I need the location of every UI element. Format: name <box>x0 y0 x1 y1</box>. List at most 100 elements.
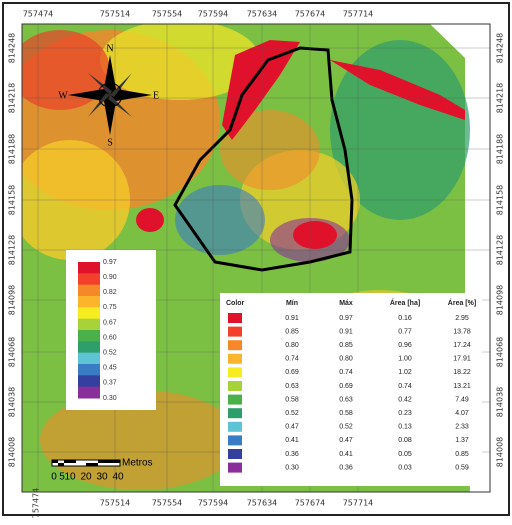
y-coord-label: 814158 <box>496 185 505 216</box>
table-cell: 0.91 <box>285 315 299 322</box>
table-cell: 0.47 <box>339 437 353 444</box>
table-swatch <box>228 367 242 378</box>
legend-label: 0.75 <box>103 304 117 311</box>
table-swatch <box>228 462 242 473</box>
compass-label: E <box>153 90 159 101</box>
scale-label: 5 <box>59 472 65 483</box>
x-coord-label: 757554 <box>152 10 183 19</box>
legend-swatch <box>78 296 100 308</box>
table-swatch <box>228 449 242 459</box>
table-cell: 0.69 <box>285 369 299 376</box>
x-coord-label: 757714 <box>343 499 374 508</box>
table-cell: 0.30 <box>285 464 299 471</box>
y-coord-label: 814158 <box>8 185 17 216</box>
y-coord-label: 814098 <box>8 285 17 316</box>
x-coord-label: 757674 <box>295 10 326 19</box>
table-cell: 0.96 <box>398 342 412 349</box>
scale-label: 0 <box>51 472 57 483</box>
table-swatch <box>228 340 242 351</box>
y-coord-label: 814218 <box>8 83 17 114</box>
x-coord-label: 757674 <box>295 499 326 508</box>
table-cell: 17.24 <box>453 342 471 349</box>
table-cell: 0.23 <box>398 410 412 417</box>
x-coord-label: 757634 <box>247 10 278 19</box>
y-coord-label: 814128 <box>8 235 17 266</box>
x-coord-label: 757634 <box>247 499 278 508</box>
x-coord-label: 757554 <box>152 499 183 508</box>
y-coord-label: 814008 <box>496 437 505 468</box>
table-swatch <box>228 394 242 405</box>
table-cell: 13.21 <box>453 383 471 390</box>
table-cell: 4.07 <box>455 410 469 417</box>
scale-label: 10 <box>64 472 76 483</box>
compass-label: N <box>106 43 113 54</box>
table-cell: 0.74 <box>339 369 353 376</box>
table-cell: 1.37 <box>455 437 469 444</box>
legend-swatch <box>78 375 100 388</box>
x-coord-label: 757714 <box>343 10 374 19</box>
legend-swatch <box>78 273 100 286</box>
table-cell: 7.49 <box>455 396 469 403</box>
table-cell: 13.78 <box>453 328 471 335</box>
legend-label: 0.37 <box>103 380 117 387</box>
legend-swatch <box>78 330 100 342</box>
table-cell: 0.74 <box>398 383 412 390</box>
legend-label: 0.30 <box>103 395 117 402</box>
table-cell: 0.80 <box>285 342 299 349</box>
table-cell: 1.02 <box>398 369 412 376</box>
table-cell: 2.33 <box>455 424 469 431</box>
y-coord-label: 814038 <box>496 387 505 418</box>
table-cell: 0.77 <box>398 328 412 335</box>
legend-swatch <box>78 307 100 320</box>
table-cell: 1.00 <box>398 356 412 363</box>
table-cell: 0.74 <box>285 356 299 363</box>
scale-label: 30 <box>96 472 108 483</box>
legend-label: 0.97 <box>103 259 117 266</box>
table-swatch <box>228 435 242 446</box>
area-table: Color Mín Máx Área [ha] Área [%] 0.91 0.97 0.16… <box>226 298 476 473</box>
legend-label: 0.67 <box>103 319 117 326</box>
table-cell: 0.63 <box>339 396 353 403</box>
x-coord-label: 757514 <box>100 499 131 508</box>
x-coord-label: 757474 <box>32 488 41 519</box>
table-swatch <box>228 353 242 364</box>
compass-label: W <box>58 90 68 101</box>
table-cell: 0.69 <box>339 383 353 390</box>
legend-swatch <box>78 318 100 331</box>
table-swatch <box>228 313 242 323</box>
table-cell: 0.52 <box>285 410 299 417</box>
map-frame <box>21 23 491 493</box>
legend-swatch <box>78 284 100 297</box>
y-coord-label: 814128 <box>496 235 505 266</box>
table-swatch <box>228 408 242 419</box>
legend-label: 0.60 <box>103 334 117 341</box>
legend-label: 0.45 <box>103 365 117 372</box>
table-swatch <box>228 421 242 432</box>
legend: 0.97 0.90 0.82 0.75 0.67 0.60 0.52 0.45 0.37 0.30 <box>78 259 117 402</box>
y-coord-label: 814248 <box>8 33 17 64</box>
north-arrow: N S E W <box>58 43 159 148</box>
y-coord-label: 814218 <box>496 83 505 114</box>
table-cell: 0.03 <box>398 464 412 471</box>
scale-bar: Metros <box>51 458 153 469</box>
table-cell: 0.41 <box>285 437 299 444</box>
table-cell: 0.36 <box>285 451 299 458</box>
y-coord-label: 814068 <box>496 337 505 368</box>
y-coord-label: 814188 <box>8 134 17 165</box>
table-cell: 2.95 <box>455 315 469 322</box>
x-coord-label: 757594 <box>198 499 229 508</box>
table-cell: 0.47 <box>285 424 299 431</box>
table-header: Color <box>226 300 245 307</box>
y-coord-label: 814248 <box>496 33 505 64</box>
legend-swatch <box>78 341 100 354</box>
table-cell: 0.16 <box>398 315 412 322</box>
table-swatch <box>228 381 242 391</box>
y-coord-label: 814008 <box>8 437 17 468</box>
x-coord-label: 757514 <box>100 10 131 19</box>
table-cell: 0.85 <box>455 451 469 458</box>
legend-label: 0.52 <box>103 350 117 357</box>
legend-swatch <box>78 386 100 399</box>
y-coord-label: 814098 <box>496 285 505 316</box>
x-coord-label: 757594 <box>198 10 229 19</box>
